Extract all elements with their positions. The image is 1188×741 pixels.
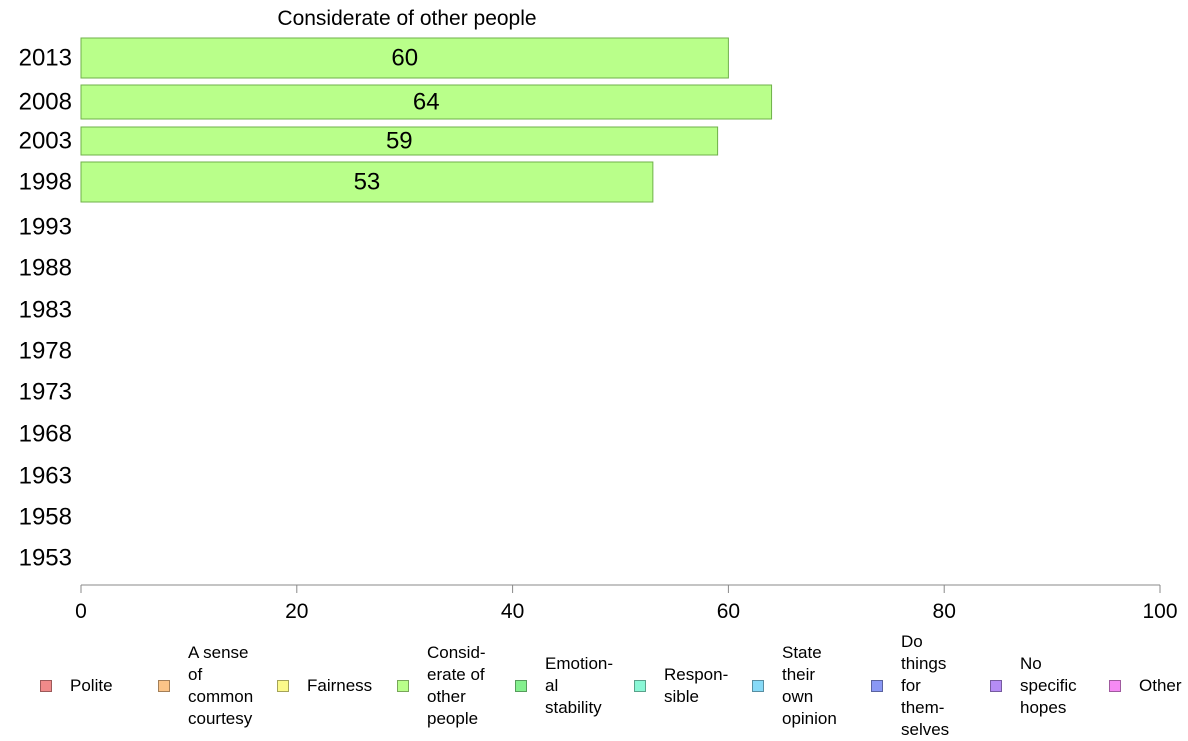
legend-swatch [277,680,289,692]
bar-value-label: 53 [354,169,381,196]
bar [80,161,654,203]
x-tick-label: 20 [285,600,308,623]
year-label: 1998 [19,169,72,196]
year-label: 1963 [19,463,72,490]
legend-label: Emotion- al stability [545,654,614,717]
legend-label: Do things for them- selves [901,632,950,739]
legend-label: A sense of common courtesy [188,643,254,728]
legend-label: Fairness [307,676,373,695]
bar-value-label: 64 [413,89,440,116]
year-label: 2003 [19,128,72,155]
bar [80,84,773,120]
bar [80,37,729,79]
legend-swatch [634,680,646,692]
year-label: 1953 [19,545,72,572]
year-label: 1993 [19,214,72,241]
x-tick-label: 0 [75,600,87,623]
legend-swatch [752,680,764,692]
legend-swatch [871,680,883,692]
bar-value-label: 60 [391,45,418,72]
bar-value-label: 59 [386,128,413,155]
bar [80,126,719,156]
x-tick-label: 80 [933,600,956,623]
legend-label: Respon- sible [664,665,729,706]
year-label: 1968 [19,421,72,448]
year-labels: 2013 2008 2003 1998 1993 1988 1983 1978 1973 1968… [19,45,72,572]
year-label: 1988 [19,255,72,282]
x-tick-label: 100 [1142,600,1177,623]
year-label: 1973 [19,379,72,406]
x-tick-label: 60 [717,600,740,623]
chart-title: Considerate of other people [277,7,536,30]
legend: Polite A sense of common courtesy Fairness… [0,632,1188,739]
legend-label: Consid- erate of other people [427,643,486,728]
x-axis: 0 20 40 60 80 100 [75,584,1178,623]
year-label: 2013 [19,45,72,72]
year-label: 2008 [19,89,72,116]
legend-swatch [397,680,409,692]
legend-label: State their own opinion [782,643,837,728]
year-label: 1978 [19,338,72,365]
legend-swatch [515,680,527,692]
legend-swatch [1109,680,1121,692]
legend-label: Polite [70,676,113,695]
legend-swatch [40,680,52,692]
legend-swatch [158,680,170,692]
x-tick-label: 40 [501,600,524,623]
legend-label: No specific hopes [1020,654,1077,717]
year-label: 1958 [19,504,72,531]
year-label: 1983 [19,297,72,324]
legend-swatch [990,680,1002,692]
legend-label: Other [1139,676,1182,695]
